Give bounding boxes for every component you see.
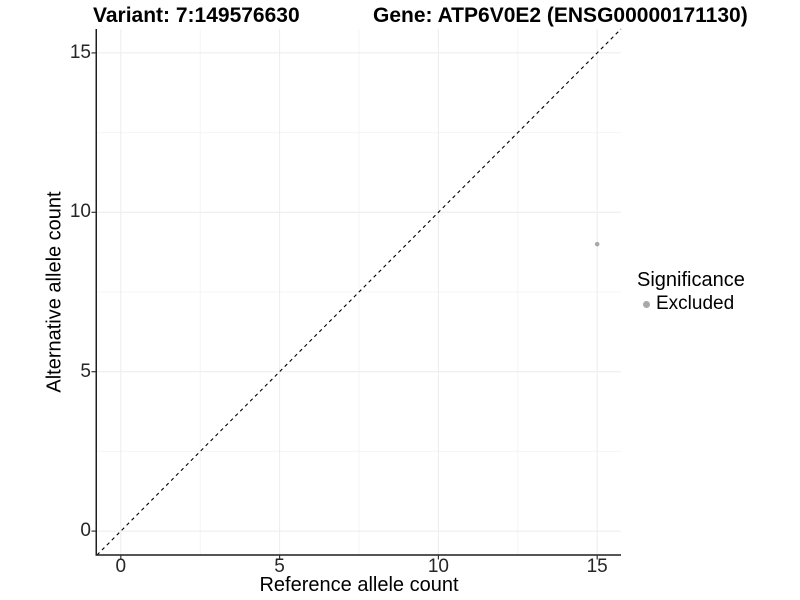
y-tick-label: 5 (80, 360, 91, 382)
legend: Significance Excluded (637, 269, 745, 316)
gene-title: Gene: ATP6V0E2 (ENSG00000171130) (373, 4, 748, 27)
excluded-point-icon (643, 300, 650, 308)
x-axis-title: Reference allele count (259, 574, 459, 596)
y-tick-label: 15 (69, 41, 91, 63)
x-tick-label: 15 (586, 556, 608, 577)
y-tick-label: 0 (80, 520, 91, 542)
x-tick-label: 10 (427, 556, 449, 577)
data-point (594, 241, 600, 247)
legend-title: Significance (637, 269, 745, 291)
variant-title: Variant: 7:149576630 (93, 4, 300, 27)
y-axis-title: Alternative allele count (43, 191, 66, 393)
identity-line (96, 28, 622, 556)
legend-key (637, 295, 656, 314)
legend-entry-excluded: Excluded (637, 292, 745, 316)
y-tick-label: 10 (69, 201, 91, 223)
legend-entry-label: Excluded (656, 293, 735, 314)
x-tick-label: 5 (274, 556, 285, 577)
x-tick-label: 0 (115, 556, 127, 577)
